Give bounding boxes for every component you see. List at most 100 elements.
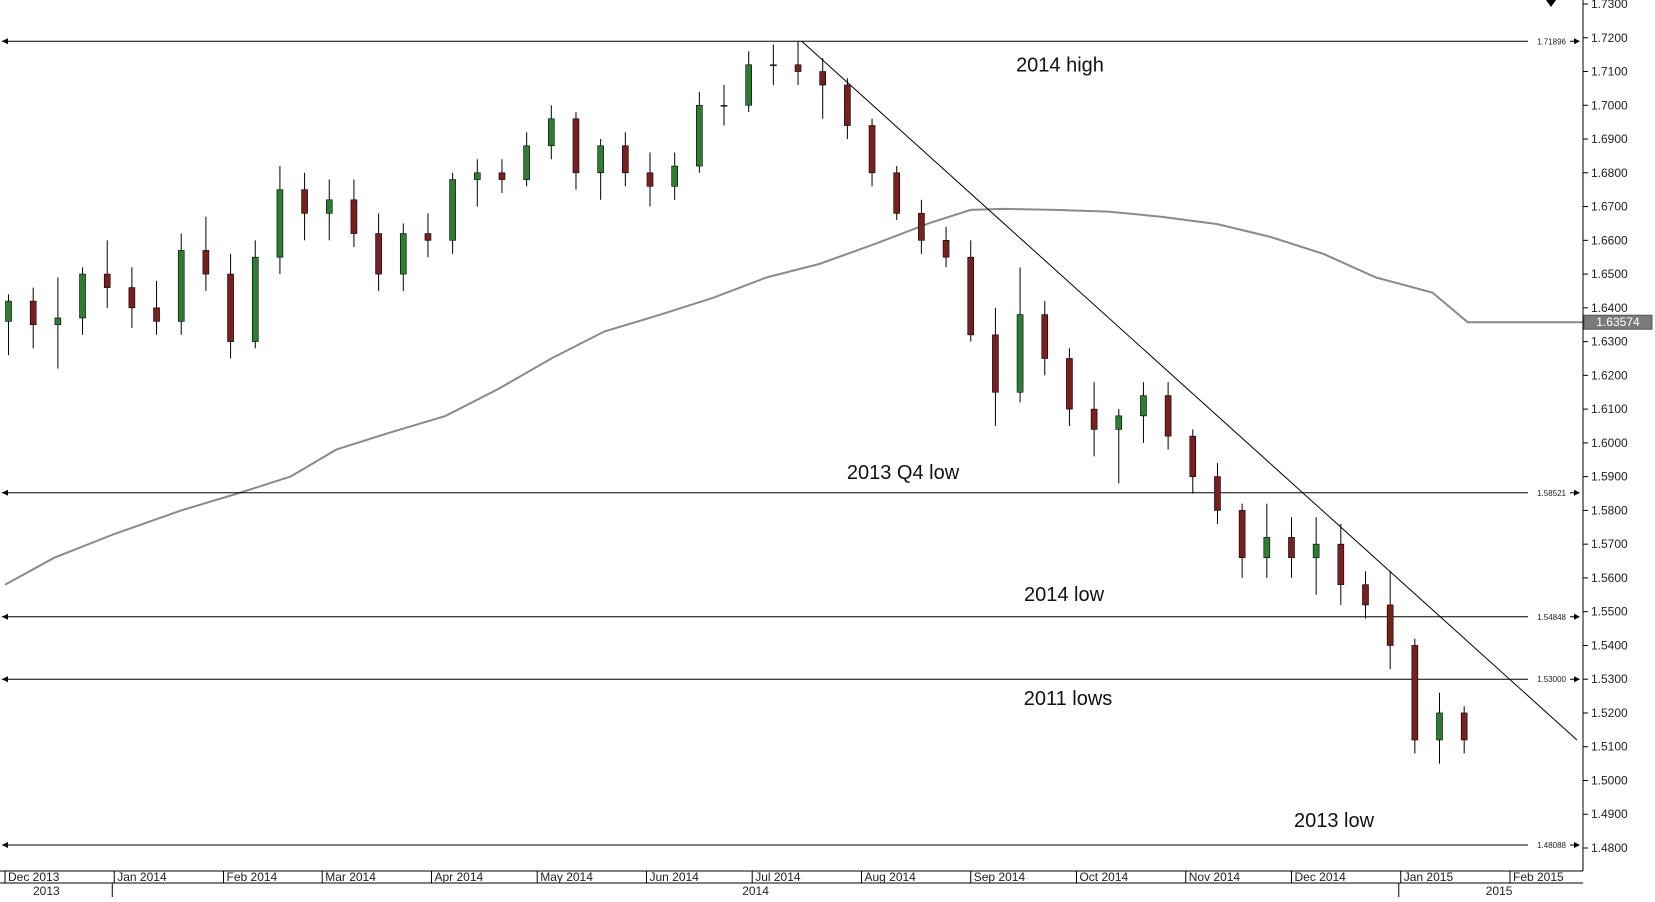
candle-body-down [1214, 476, 1221, 511]
candle [1189, 429, 1197, 494]
candle [1016, 267, 1024, 403]
candle [301, 172, 308, 241]
price-tick-label: 1.6500 [1591, 267, 1628, 281]
candle-body-up [548, 118, 555, 147]
candle-body-down [301, 189, 308, 214]
price-tick-label: 1.6800 [1591, 166, 1628, 180]
candle-body-up [449, 179, 456, 241]
candle-body-up [79, 273, 86, 319]
candle [868, 118, 876, 187]
moving-average [4, 207, 1606, 586]
candle [1312, 517, 1320, 595]
candle [794, 41, 802, 86]
candle-body-down [202, 250, 210, 275]
candle-body-down [1337, 543, 1345, 585]
candle-body-up [251, 256, 259, 342]
candle-body-down [1238, 510, 1246, 558]
candle-body-up [399, 233, 407, 275]
candle-body-up [1263, 537, 1271, 558]
candle [1090, 382, 1098, 457]
price-tick-label: 1.5000 [1591, 773, 1628, 787]
candle-body-down [794, 64, 802, 72]
candle [819, 58, 827, 119]
level-arrow-right-icon [1574, 842, 1580, 849]
candle [572, 112, 580, 190]
candle-body-down [1460, 712, 1468, 741]
horizontal-levels: 1.71896 1.58521 1.54848 1.53000 1.48088 [2, 36, 1580, 851]
candle-body-down [1090, 408, 1098, 430]
month-label: Jan 2014 [117, 870, 167, 884]
candle [1066, 348, 1073, 426]
candle-body-down [350, 199, 358, 234]
candle [227, 253, 234, 359]
candle [1041, 301, 1049, 376]
level-tag: 1.58521 [1537, 489, 1566, 498]
price-axis-area [1583, 0, 1655, 897]
level-arrow-left-icon [2, 842, 8, 849]
candle-body-up [5, 300, 12, 322]
price-tick-label: 1.4800 [1591, 841, 1628, 855]
candle [523, 132, 530, 187]
candle-body-up [671, 165, 678, 187]
candle [1337, 523, 1345, 605]
candle-body-up [1436, 712, 1443, 741]
level-annotation: 2013 low [1294, 810, 1375, 832]
price-tick-label: 1.6000 [1591, 436, 1628, 450]
candle-body-down [227, 273, 234, 342]
price-tick-label: 1.5200 [1591, 706, 1628, 720]
candle-body-down [375, 233, 382, 275]
level-annotation: 2011 lows [1024, 688, 1113, 710]
scroll-marker-icon [1546, 0, 1556, 7]
candle [1140, 382, 1147, 443]
candle-body-down [942, 240, 950, 258]
candle-body-down [646, 172, 654, 187]
candle-body-down [1164, 395, 1172, 437]
candle [745, 51, 752, 113]
candle [276, 166, 284, 275]
candle [548, 105, 555, 160]
price-tick-label: 1.5300 [1591, 672, 1628, 686]
candle [399, 223, 407, 291]
year-label: 2013 [33, 884, 60, 897]
candle [473, 159, 481, 207]
candle-body-up [696, 104, 703, 167]
candle-body-down [622, 145, 629, 174]
candle [597, 139, 604, 200]
level-annotation: 2014 low [1024, 584, 1105, 606]
candle-body-down [1288, 537, 1295, 558]
candle-body-down [967, 256, 975, 336]
candle [153, 280, 160, 335]
level-tag: 1.53000 [1537, 675, 1566, 684]
candle-body-down [29, 300, 37, 326]
level-annotation: 2014 high [1016, 54, 1104, 76]
candle [1411, 638, 1419, 754]
candle-body-down [868, 125, 876, 174]
month-label: May 2014 [540, 870, 593, 884]
candle-body-up [54, 317, 62, 326]
price-tick-label: 1.4900 [1591, 807, 1628, 821]
candle-body-down [893, 172, 901, 214]
level-tag: 1.48088 [1537, 841, 1566, 850]
price-tick-label: 1.5600 [1591, 571, 1628, 585]
candle [1263, 503, 1271, 578]
price-tick-label: 1.5800 [1591, 503, 1628, 517]
candle-body-down [1189, 435, 1197, 477]
price-tick-label: 1.5100 [1591, 740, 1628, 754]
price-tick-label: 1.6900 [1591, 132, 1628, 146]
price-tick-label: 1.5900 [1591, 470, 1628, 484]
level-tag: 1.71896 [1537, 37, 1566, 46]
candle [1164, 382, 1172, 450]
current-price-label: 1.63574 [1596, 315, 1640, 329]
price-tick-label: 1.6300 [1591, 335, 1628, 349]
trendline [801, 40, 1578, 741]
candle-body-down [103, 273, 111, 288]
price-tick-label: 1.7100 [1591, 65, 1628, 79]
year-label: 2015 [1486, 884, 1513, 897]
candle [1288, 517, 1295, 578]
candle [350, 179, 358, 248]
candle-body-up [1016, 314, 1024, 393]
candle [1115, 409, 1123, 484]
level-arrow-left-icon [2, 489, 8, 496]
